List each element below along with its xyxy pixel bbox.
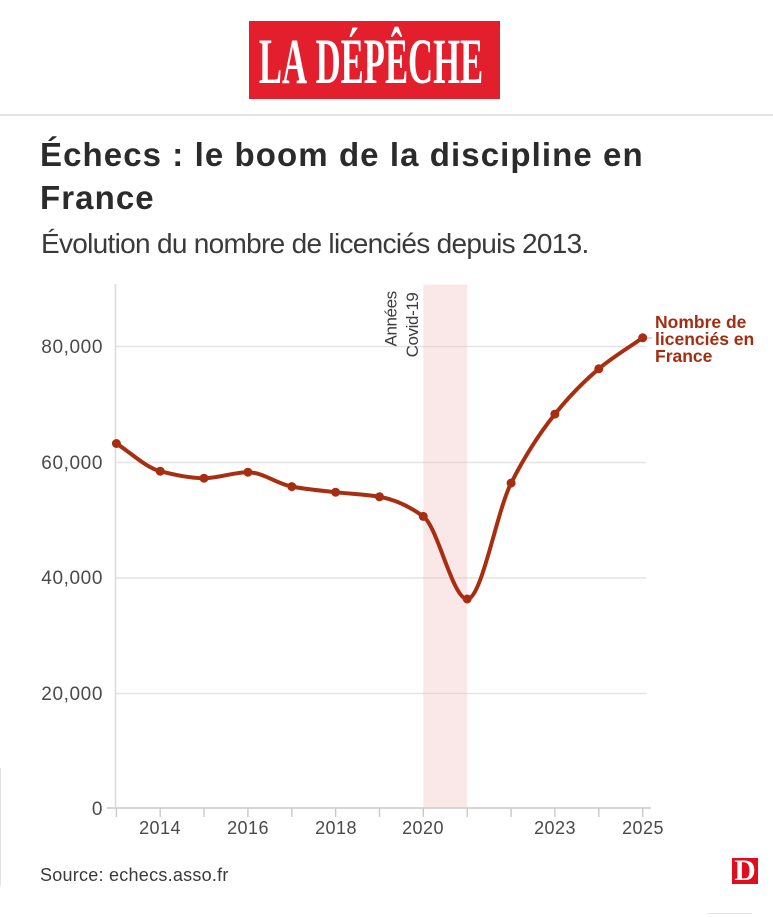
svg-text:Années: Années	[382, 291, 401, 346]
svg-text:Covid-19: Covid-19	[403, 293, 422, 358]
